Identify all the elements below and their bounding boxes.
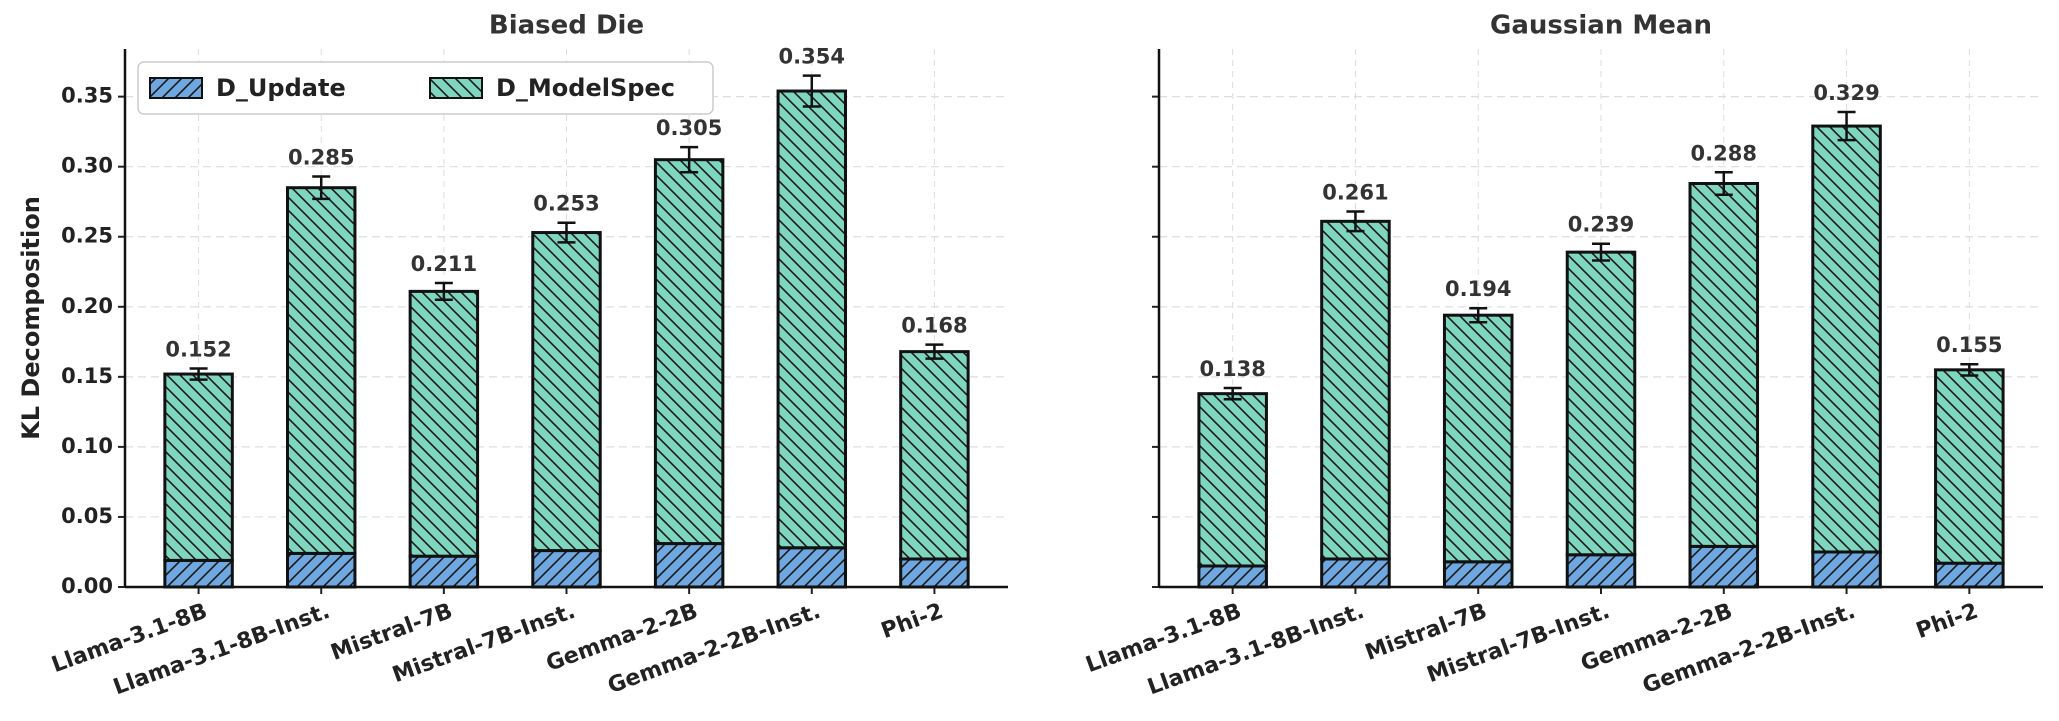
error-bar <box>1223 386 1242 401</box>
bar-segment <box>1811 124 1882 554</box>
value-label: 0.152 <box>165 337 231 361</box>
bar-segment <box>408 554 480 589</box>
error-bar <box>434 281 453 302</box>
x-tick-label: Gemma-2-2B-Inst. <box>1639 599 1858 699</box>
bar-segment <box>531 549 602 589</box>
bar-segment <box>776 546 848 589</box>
value-label: 0.329 <box>1813 81 1879 105</box>
value-label: 0.194 <box>1445 277 1511 301</box>
error-bar <box>1346 210 1365 233</box>
bar-segment <box>1197 392 1268 568</box>
bar-segment <box>531 231 602 553</box>
value-label: 0.211 <box>411 252 477 276</box>
bar-segment <box>776 89 848 550</box>
value-label: 0.288 <box>1691 141 1757 165</box>
bar-segment <box>1688 182 1760 548</box>
legend-label: D_ModelSpec <box>496 74 675 102</box>
x-tick-label: Llama-3.1-8B-Inst. <box>1144 599 1367 701</box>
x-tick-label: Phi-2 <box>878 599 946 644</box>
bar-segment <box>1565 553 1637 589</box>
error-bar <box>557 221 576 244</box>
bar-segment <box>1811 550 1882 589</box>
bar-segment <box>408 289 480 558</box>
value-label: 0.239 <box>1568 213 1634 237</box>
bar-segment <box>1934 561 2005 589</box>
value-label: 0.354 <box>779 45 845 69</box>
error-bar <box>312 175 331 201</box>
bar-segment <box>1197 564 1268 589</box>
bar-segment <box>1934 368 2005 565</box>
error-bar <box>680 145 699 174</box>
bar-segment <box>163 558 234 589</box>
legend-swatch <box>149 77 203 99</box>
value-label: 0.253 <box>533 192 599 216</box>
bar-segment <box>899 557 970 589</box>
error-bar <box>1960 362 1979 377</box>
error-bar <box>1592 242 1610 262</box>
bar-segment <box>285 551 357 589</box>
value-label: 0.155 <box>1936 333 2002 357</box>
y-tick-label: 0.10 <box>61 434 113 458</box>
bar-segment <box>653 158 725 546</box>
bar-segment <box>653 542 725 589</box>
value-label: 0.305 <box>656 116 722 140</box>
error-bar <box>925 343 944 360</box>
bar-segment <box>899 350 970 561</box>
error-bar <box>1714 171 1733 196</box>
legend-label: D_Update <box>216 74 346 102</box>
x-tick-label: Gemma-2-2B-Inst. <box>605 599 824 699</box>
chart-title: Gaussian Mean <box>1490 11 1712 41</box>
y-tick-label: 0.15 <box>61 364 113 388</box>
y-tick-label: 0.05 <box>61 504 113 528</box>
y-tick-label: 0.25 <box>61 224 113 248</box>
x-tick-label: Llama-3.1-8B-Inst. <box>110 599 333 701</box>
y-tick-label: 0.30 <box>61 154 113 178</box>
legend-swatch <box>429 77 483 99</box>
error-bar <box>189 367 208 381</box>
bar-segment <box>163 372 234 562</box>
bar-segment <box>1565 250 1637 557</box>
bar-segment <box>1320 557 1391 589</box>
value-label: 0.261 <box>1322 181 1388 205</box>
y-tick-label: 0.00 <box>61 574 113 598</box>
x-tick-label: Phi-2 <box>1913 599 1981 644</box>
bar-segment <box>1320 219 1391 561</box>
chart-title: Biased Die <box>489 11 644 41</box>
bar-segment <box>285 186 357 555</box>
bar-segment <box>1688 544 1760 589</box>
value-label: 0.138 <box>1199 357 1265 381</box>
y-axis-label: KL Decomposition <box>17 196 45 440</box>
value-label: 0.168 <box>901 314 967 338</box>
error-bar <box>1469 306 1488 324</box>
bar-segment <box>1442 560 1514 589</box>
y-tick-label: 0.20 <box>61 294 113 318</box>
legend-box <box>137 61 714 115</box>
error-bar <box>1837 110 1856 142</box>
bar-segment <box>1442 313 1514 564</box>
value-label: 0.285 <box>288 145 354 169</box>
y-tick-label: 0.35 <box>61 84 113 108</box>
error-bar <box>802 74 821 108</box>
